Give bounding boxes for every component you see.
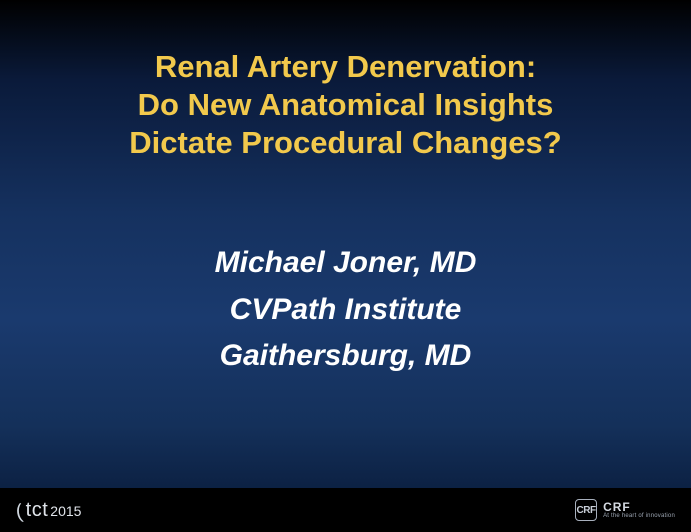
conference-year: 2015 bbox=[50, 503, 81, 519]
footer-right-logo: CRF CRF At the heart of innovation bbox=[575, 499, 675, 521]
conference-brand: tct bbox=[26, 499, 49, 522]
footer-left-logo: ( tct 2015 bbox=[16, 499, 81, 522]
crf-tagline: At the heart of innovation bbox=[603, 513, 675, 519]
slide-title-block: Renal Artery Denervation: Do New Anatomi… bbox=[0, 48, 691, 161]
slide-footer: ( tct 2015 CRF CRF At the heart of innov… bbox=[0, 488, 691, 532]
title-line-1: Renal Artery Denervation: bbox=[30, 48, 661, 86]
crf-badge-icon: CRF bbox=[575, 499, 597, 521]
tct-swoosh-icon: ( bbox=[14, 500, 24, 524]
crf-text-block: CRF At the heart of innovation bbox=[603, 501, 675, 519]
slide-author-block: Michael Joner, MD CVPath Institute Gaith… bbox=[0, 240, 691, 380]
author-name: Michael Joner, MD bbox=[30, 240, 661, 287]
author-affiliation: CVPath Institute bbox=[30, 287, 661, 334]
author-location: Gaithersburg, MD bbox=[30, 333, 661, 380]
crf-org-name: CRF bbox=[603, 501, 675, 513]
presentation-slide: Renal Artery Denervation: Do New Anatomi… bbox=[0, 0, 691, 532]
title-line-3: Dictate Procedural Changes? bbox=[30, 124, 661, 162]
crf-badge-text: CRF bbox=[577, 505, 596, 516]
title-line-2: Do New Anatomical Insights bbox=[30, 86, 661, 124]
